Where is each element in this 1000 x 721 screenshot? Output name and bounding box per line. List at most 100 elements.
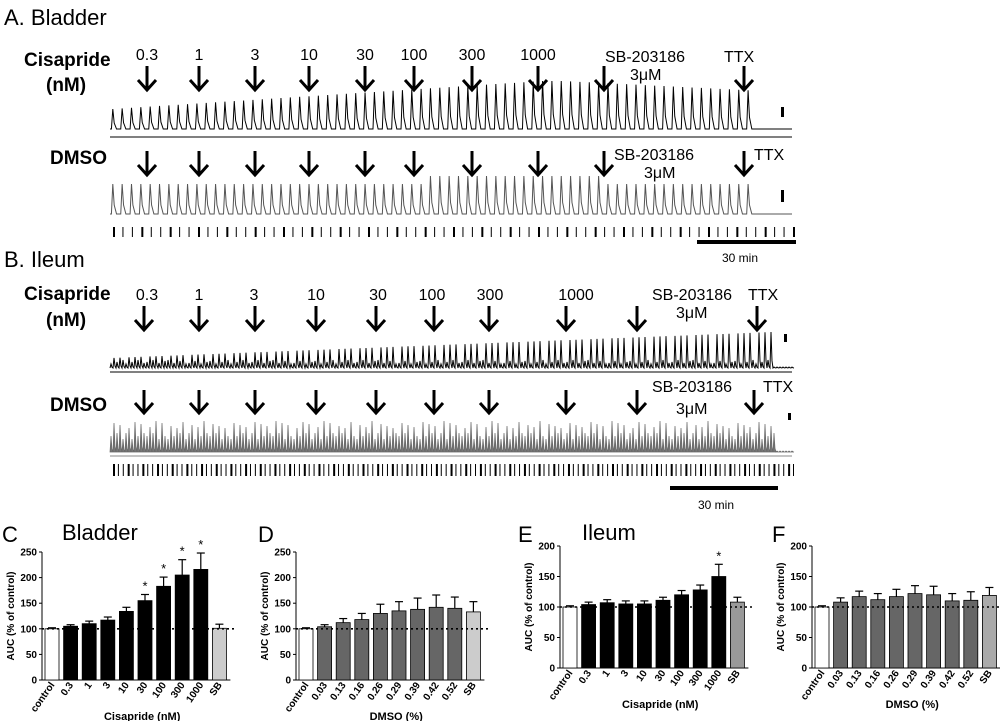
dose-label: 100 [419, 287, 446, 304]
bladder-cisapride-trace [110, 80, 792, 130]
panel-letter: C [2, 522, 18, 547]
x-tick-label: 0.03 [826, 668, 846, 691]
arrow-down-icon [403, 66, 425, 93]
row-b2-label: DMSO [50, 395, 107, 416]
y-tick-label: 50 [280, 650, 292, 661]
x-tick-label: 0.3 [577, 668, 594, 686]
arrow-down-icon [527, 66, 549, 93]
arrow-down-icon [305, 390, 327, 416]
arrow-down-icon [244, 66, 266, 93]
arrow-down-icon [305, 306, 327, 333]
arrow-down-icon [354, 66, 376, 93]
arrow-down-icon [298, 66, 320, 93]
y-tick-label: 200 [538, 542, 555, 553]
panel-letter: D [258, 522, 274, 547]
x-tick-label: 10 [634, 668, 650, 684]
arrow-down-icon [733, 151, 755, 178]
y-tick-label: 200 [274, 573, 291, 584]
significance-marker: * [142, 578, 147, 593]
arrow-down-icon [626, 390, 648, 416]
panel-letter: E [518, 522, 533, 547]
row-b1-ttx-label: TTX [748, 287, 779, 304]
arrow-down-icon [743, 390, 765, 416]
row-a1-dose-labels: 0.3 1 3 10 30 100 300 1000 [136, 47, 556, 64]
y-axis-label: AUC (% of control) [524, 563, 535, 652]
x-tick-label: 100 [150, 680, 169, 700]
arrow-down-icon [555, 306, 577, 333]
arrow-down-icon [244, 151, 266, 178]
row-b1-label-line1: Cisapride [24, 284, 111, 305]
bar [982, 595, 997, 669]
bar [655, 599, 671, 669]
x-tick-label: 0.39 [403, 680, 423, 703]
x-tick-label: 3 [619, 668, 631, 679]
row-b2-arrows [133, 390, 765, 416]
bar [298, 628, 314, 681]
arrow-down-icon [733, 66, 755, 93]
bar [711, 576, 727, 669]
x-tick-label: 0.42 [937, 668, 957, 691]
time-scalebar-label: 30 min [722, 251, 758, 265]
arrow-down-icon [136, 151, 158, 178]
row-a1-label-line1: Cisapride [24, 50, 111, 71]
bar [211, 627, 227, 681]
row-a2-sb-label-line1: SB-203186 [614, 147, 694, 164]
bar [833, 601, 848, 669]
x-tick-label: 30 [135, 680, 151, 696]
dose-label: 0.3 [136, 47, 158, 64]
x-tick-label: 0.26 [882, 668, 902, 691]
y-tick-label: 0 [31, 676, 37, 687]
y-axis-label: AUC (% of control) [6, 572, 17, 661]
arrow-down-icon [188, 390, 210, 416]
bar [814, 606, 830, 669]
arrow-down-icon [188, 306, 210, 333]
bar [889, 596, 904, 669]
bar [81, 623, 97, 681]
bar [44, 628, 60, 681]
bar [907, 593, 923, 669]
y-tick-label: 0 [285, 676, 291, 687]
arrow-down-icon [527, 151, 549, 178]
row-b1-sb-label-line1: SB-203186 [652, 287, 732, 304]
arrow-down-icon [365, 306, 387, 333]
y-tick-label: 100 [790, 603, 807, 614]
row-a2-arrows [136, 151, 755, 178]
x-axis-label: Cisapride (nM) [104, 711, 181, 721]
amplitude-scale-tick [788, 413, 791, 420]
x-tick-label: 0.29 [900, 668, 920, 691]
x-axis-label: DMSO (%) [886, 699, 940, 711]
y-tick-label: 150 [790, 572, 807, 583]
arrow-down-icon [298, 151, 320, 178]
arrow-down-icon [423, 390, 445, 416]
event-marker-ticks [113, 227, 795, 237]
significance-marker: * [198, 537, 203, 552]
y-axis-label: AUC (% of control) [260, 572, 271, 661]
bar [944, 600, 960, 669]
dose-label: 30 [356, 47, 374, 64]
x-tick-label: 0.29 [384, 680, 404, 703]
arrow-down-icon [403, 151, 425, 178]
y-tick-label: 100 [20, 624, 37, 635]
significance-marker: * [180, 544, 185, 559]
bar [637, 603, 652, 669]
bar [851, 596, 867, 669]
x-tick-label: 0.16 [347, 680, 367, 703]
y-tick-label: 0 [549, 664, 555, 675]
arrow-down-icon [136, 66, 158, 93]
y-tick-label: 150 [538, 572, 555, 583]
row-b2-ttx-label: TTX [763, 379, 794, 396]
panel-b: B. Ileum Cisapride (nM) 0.3 1 3 10 30 100 300 1… [4, 247, 795, 512]
row-a1-label-line2: (nM) [46, 75, 86, 96]
x-tick-label: 1000 [702, 668, 724, 693]
dose-label: 1 [195, 47, 204, 64]
dose-label: 100 [401, 47, 428, 64]
panel-a: A. Bladder Cisapride (nM) 0.3 1 3 10 30 100 30… [4, 5, 796, 265]
x-tick-label: 0.52 [440, 680, 460, 703]
time-scalebar [670, 486, 778, 490]
arrow-down-icon [354, 151, 376, 178]
dose-label: 1 [195, 287, 204, 304]
bar [447, 607, 463, 681]
dose-label: 10 [300, 47, 318, 64]
